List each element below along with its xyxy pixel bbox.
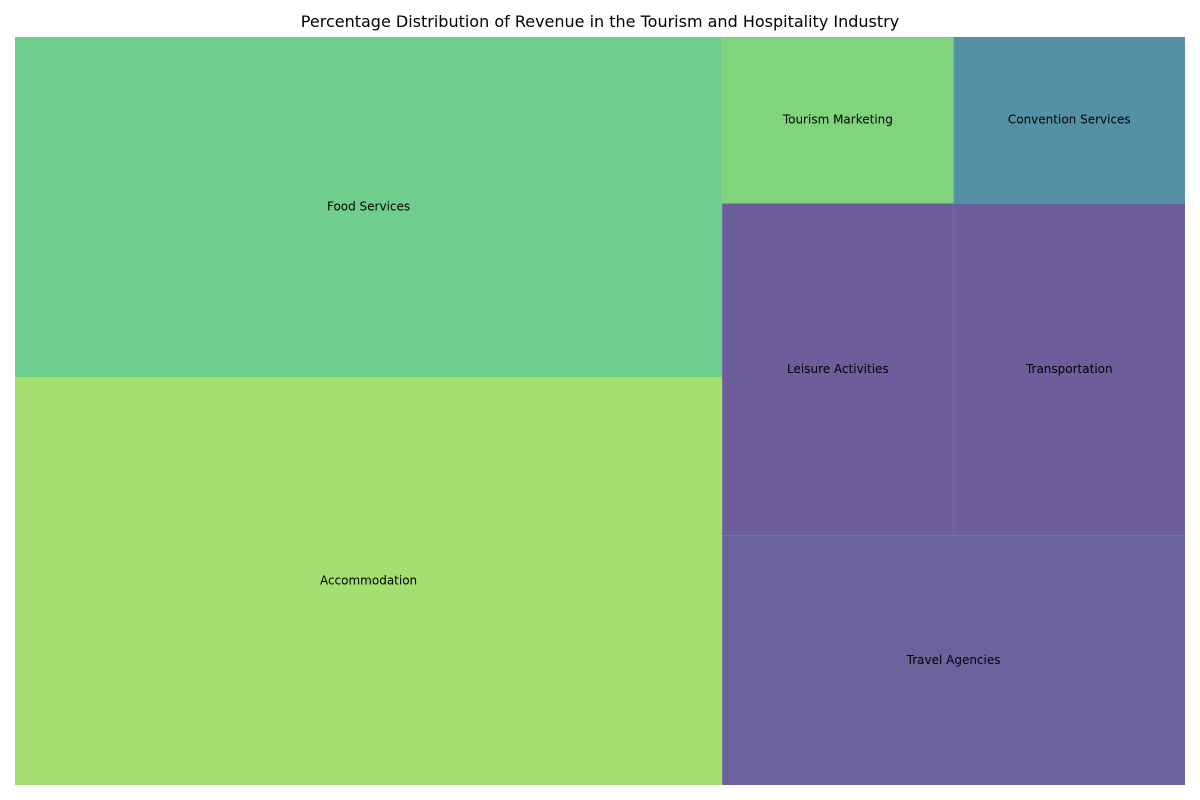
tile-label-leisure-activities: Leisure Activities (787, 362, 889, 376)
tile-tourism-marketing (722, 37, 954, 204)
tile-label-tourism-marketing: Tourism Marketing (782, 113, 893, 127)
tile-leisure-activities (722, 203, 954, 536)
tile-label-transportation: Transportation (1025, 362, 1113, 376)
tile-food-services (15, 37, 723, 377)
tile-transportation (953, 203, 1185, 536)
tile-label-travel-agencies: Travel Agencies (906, 653, 1001, 667)
tile-accommodation (15, 377, 723, 785)
tile-label-convention-services: Convention Services (1008, 113, 1131, 127)
tile-travel-agencies (722, 535, 1185, 785)
tile-label-food-services: Food Services (327, 200, 410, 214)
tile-label-accommodation: Accommodation (320, 574, 417, 588)
treemap-tiles (15, 37, 1185, 785)
tile-convention-services (953, 37, 1185, 204)
treemap-labels: Accommodation Food Services Travel Agencie… (320, 113, 1131, 667)
chart-title: Percentage Distribution of Revenue in th… (300, 12, 900, 31)
